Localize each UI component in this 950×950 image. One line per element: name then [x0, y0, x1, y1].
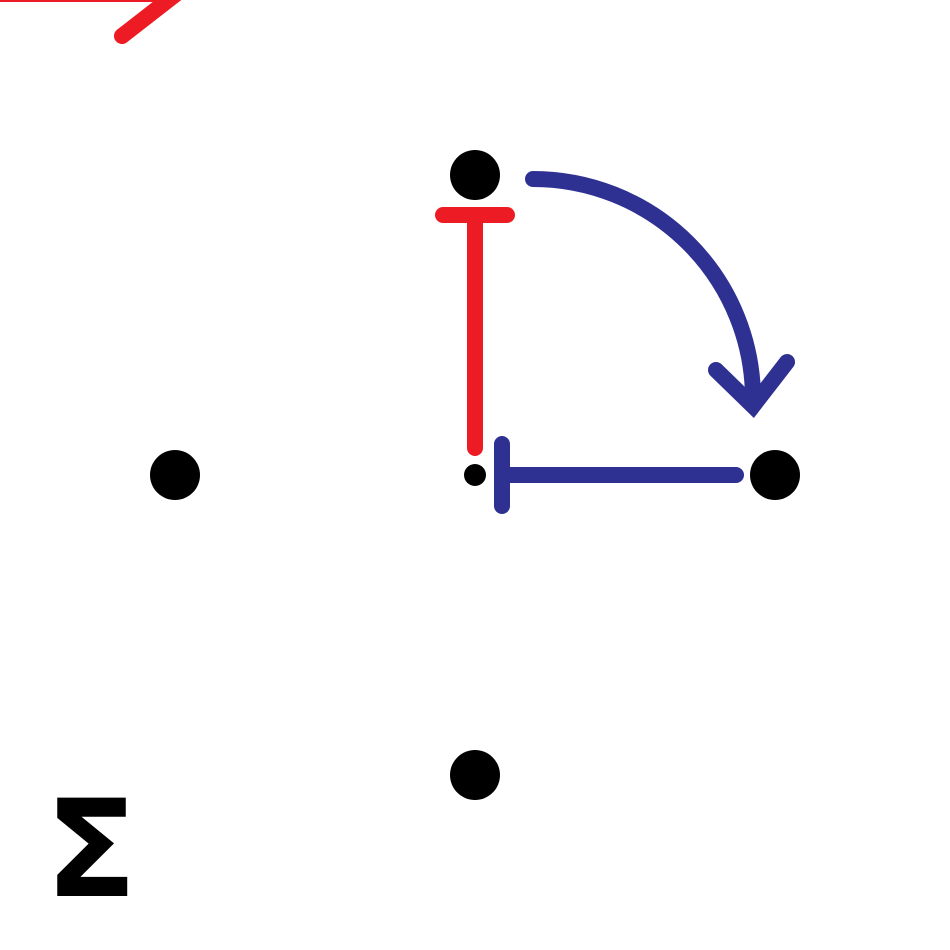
- red-inhibition: [435, 207, 515, 456]
- node-right: [750, 450, 800, 500]
- node-top: [450, 150, 500, 200]
- node-left: [150, 450, 200, 500]
- red-corner-arrow: [0, 0, 182, 44]
- blue-curved-arrow-head: [708, 354, 795, 418]
- sigma-symbol: Σ: [45, 771, 137, 928]
- red-corner-arrow-head: [114, 0, 182, 44]
- blue-inhibition: [494, 436, 744, 514]
- blue-curved-arrow: [525, 171, 795, 418]
- node-center: [464, 464, 486, 486]
- blue-curved-arrow-shaft: [525, 171, 761, 406]
- node-bottom: [450, 750, 500, 800]
